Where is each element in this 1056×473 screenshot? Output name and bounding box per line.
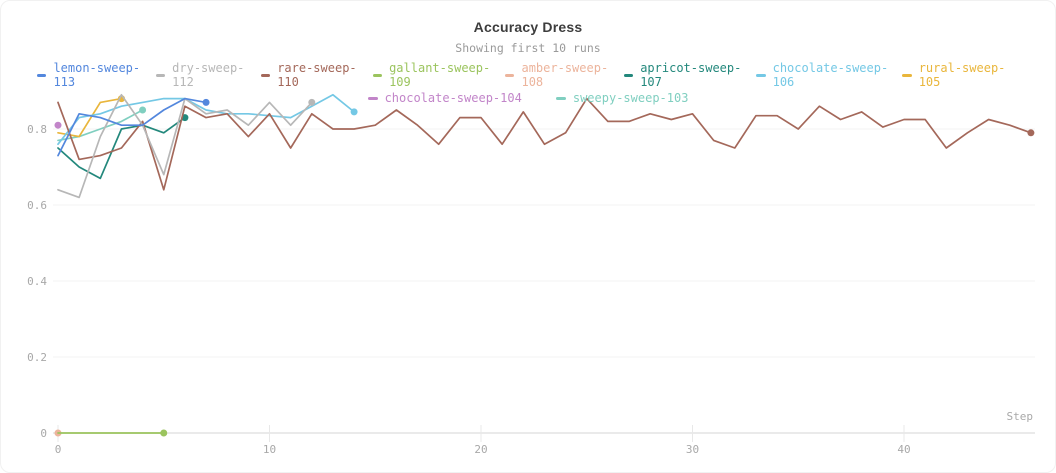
y-tick-label-0: 0	[40, 427, 47, 440]
legend-label: chocolate-sweep-106	[772, 61, 889, 89]
chart-subtitle: Showing first 10 runs	[455, 41, 601, 55]
legend-item-lemon-sweep-113[interactable]: lemon-sweep-113	[37, 61, 156, 89]
legend-item-chocolate-sweep-104[interactable]: chocolate-sweep-104	[367, 91, 522, 105]
x-tick-label-0: 0	[55, 443, 62, 456]
legend-label: gallant-sweep-109	[389, 61, 491, 89]
x-tick-label-30: 30	[686, 443, 699, 456]
series-end-dot-chocolate-sweep-104	[54, 121, 62, 129]
legend-swatch-icon	[372, 73, 383, 77]
series-line-sweepy-sweep-103	[57, 109, 144, 142]
legend-label: rare-sweep-110	[277, 61, 357, 89]
series-dry-sweep-112[interactable]	[57, 93, 316, 199]
legend-label: chocolate-sweep-104	[384, 91, 522, 105]
y-tick-label-0.6: 0.6	[27, 199, 47, 212]
series-lemon-sweep-113[interactable]	[57, 97, 210, 157]
y-tick-label-0.4: 0.4	[27, 275, 47, 288]
series-end-dot-dry-sweep-112	[308, 98, 316, 106]
series-gallant-sweep-109[interactable]	[57, 429, 168, 437]
legend-swatch-icon	[902, 73, 912, 77]
x-tick-label-20: 20	[474, 443, 487, 456]
series-end-dot-rare-sweep-110	[1027, 129, 1035, 137]
legend-swatch-icon	[37, 73, 47, 77]
legend-label: sweepy-sweep-103	[572, 91, 689, 105]
legend-swatch-icon	[155, 73, 166, 77]
series-end-dot-gallant-sweep-109	[160, 429, 168, 437]
legend-item-apricot-sweep-107[interactable]: apricot-sweep-107	[623, 61, 756, 89]
series-end-dot-chocolate-sweep-106	[350, 108, 358, 116]
legend-item-rare-sweep-110[interactable]: rare-sweep-110	[260, 61, 373, 89]
y-tick-label-0.2: 0.2	[27, 351, 47, 364]
legend-item-chocolate-sweep-106[interactable]: chocolate-sweep-106	[756, 61, 902, 89]
x-axis-title: Step	[1007, 410, 1034, 423]
series-sweepy-sweep-103[interactable]	[57, 106, 147, 142]
series-end-dot-sweepy-sweep-103	[139, 106, 147, 114]
legend-row-1: lemon-sweep-113 dry-sweep-112 rare-sweep-1…	[1, 55, 1055, 89]
series-end-dot-lemon-sweep-113	[202, 98, 210, 106]
legend-swatch-icon	[260, 73, 271, 77]
series-rare-sweep-110[interactable]	[57, 97, 1035, 191]
legend-item-sweepy-sweep-103[interactable]: sweepy-sweep-103	[555, 91, 689, 105]
series-line-apricot-sweep-107	[57, 116, 186, 180]
legend-label: amber-sweep-108	[521, 61, 609, 89]
series-chocolate-sweep-104[interactable]	[54, 121, 62, 129]
legend-swatch-icon	[505, 73, 515, 77]
legend-row-2: chocolate-sweep-104 sweepy-sweep-103	[1, 89, 1055, 105]
series-line-rare-sweep-110	[57, 97, 1032, 191]
y-tick-label-0.8: 0.8	[27, 123, 47, 136]
legend-swatch-icon	[555, 96, 566, 100]
x-tick-label-10: 10	[263, 443, 276, 456]
legend-item-dry-sweep-112[interactable]: dry-sweep-112	[155, 61, 261, 89]
series-line-lemon-sweep-113	[57, 97, 207, 157]
x-tick-label-40: 40	[897, 443, 910, 456]
legend-item-rural-sweep-105[interactable]: rural-sweep-105	[902, 61, 1021, 89]
legend-label: apricot-sweep-107	[640, 61, 742, 89]
legend-label: dry-sweep-112	[172, 61, 245, 89]
legend-label: rural-sweep-105	[918, 61, 1006, 89]
legend-swatch-icon	[623, 73, 634, 77]
legend-swatch-icon	[756, 73, 766, 77]
legend-item-gallant-sweep-109[interactable]: gallant-sweep-109	[372, 61, 505, 89]
legend-label: lemon-sweep-113	[53, 61, 141, 89]
chart-title: Accuracy Dress	[473, 19, 583, 35]
legend-swatch-icon	[367, 96, 378, 100]
legend-item-amber-sweep-108[interactable]: amber-sweep-108	[505, 61, 624, 89]
